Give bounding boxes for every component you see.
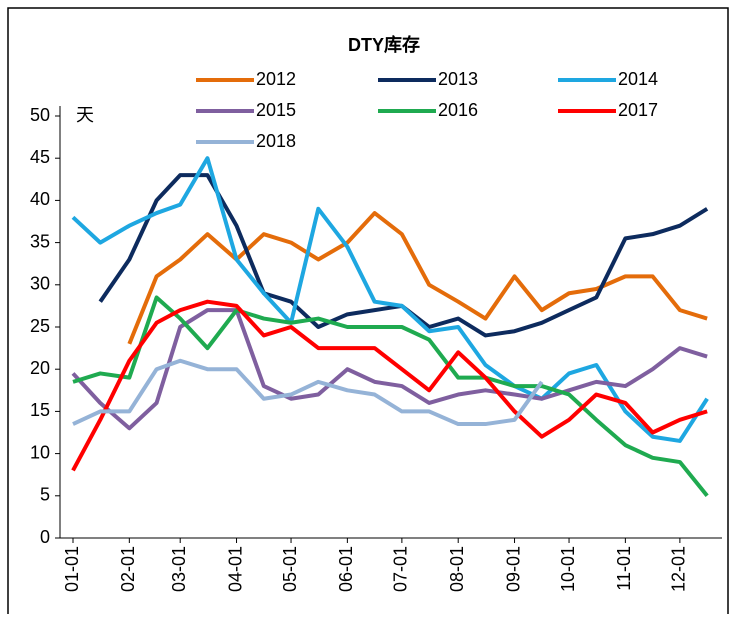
legend-label: 2013 bbox=[438, 69, 478, 89]
data-line bbox=[98, 173, 709, 338]
x-tick-label: 10-01 bbox=[558, 546, 578, 592]
x-tick-label: 11-01 bbox=[614, 546, 634, 591]
y-tick-label: 10 bbox=[30, 442, 50, 462]
data-line bbox=[71, 156, 709, 443]
y-tick-label: 0 bbox=[40, 527, 50, 547]
x-tick-label: 12-01 bbox=[669, 546, 689, 592]
x-tick-label: 02-01 bbox=[118, 546, 138, 592]
x-tick-label: 03-01 bbox=[169, 546, 189, 592]
x-tick-label: 09-01 bbox=[503, 546, 523, 592]
legend-label: 2015 bbox=[256, 100, 296, 120]
x-tick-label: 08-01 bbox=[447, 546, 467, 592]
data-line bbox=[127, 211, 708, 345]
y-tick-label: 5 bbox=[40, 485, 50, 505]
y-tick-label: 45 bbox=[30, 147, 50, 167]
y-tick-label: 40 bbox=[30, 189, 50, 209]
legend-label: 2014 bbox=[618, 69, 658, 89]
legend-label: 2016 bbox=[438, 100, 478, 120]
x-tick-label: 05-01 bbox=[280, 546, 300, 592]
data-line bbox=[71, 299, 708, 472]
x-tick-label: 07-01 bbox=[391, 546, 411, 592]
data-line bbox=[71, 308, 708, 431]
y-tick-label: 35 bbox=[30, 231, 50, 251]
y-tick-label: 30 bbox=[30, 274, 50, 294]
legend-label: 2018 bbox=[256, 131, 296, 151]
data-line bbox=[72, 358, 544, 427]
x-tick-label: 01-01 bbox=[62, 546, 82, 592]
y-tick-label: 25 bbox=[30, 316, 50, 336]
y-axis-label: 天 bbox=[76, 105, 94, 125]
y-tick-label: 15 bbox=[30, 400, 50, 420]
data-line bbox=[72, 295, 709, 498]
x-tick-label: 06-01 bbox=[336, 546, 356, 592]
y-tick-label: 20 bbox=[30, 358, 50, 378]
chart-title: DTY库存 bbox=[348, 34, 420, 55]
x-tick-label: 04-01 bbox=[225, 546, 245, 592]
legend-label: 2012 bbox=[256, 69, 296, 89]
legend-label: 2017 bbox=[618, 100, 658, 120]
y-tick-label: 50 bbox=[30, 105, 50, 125]
